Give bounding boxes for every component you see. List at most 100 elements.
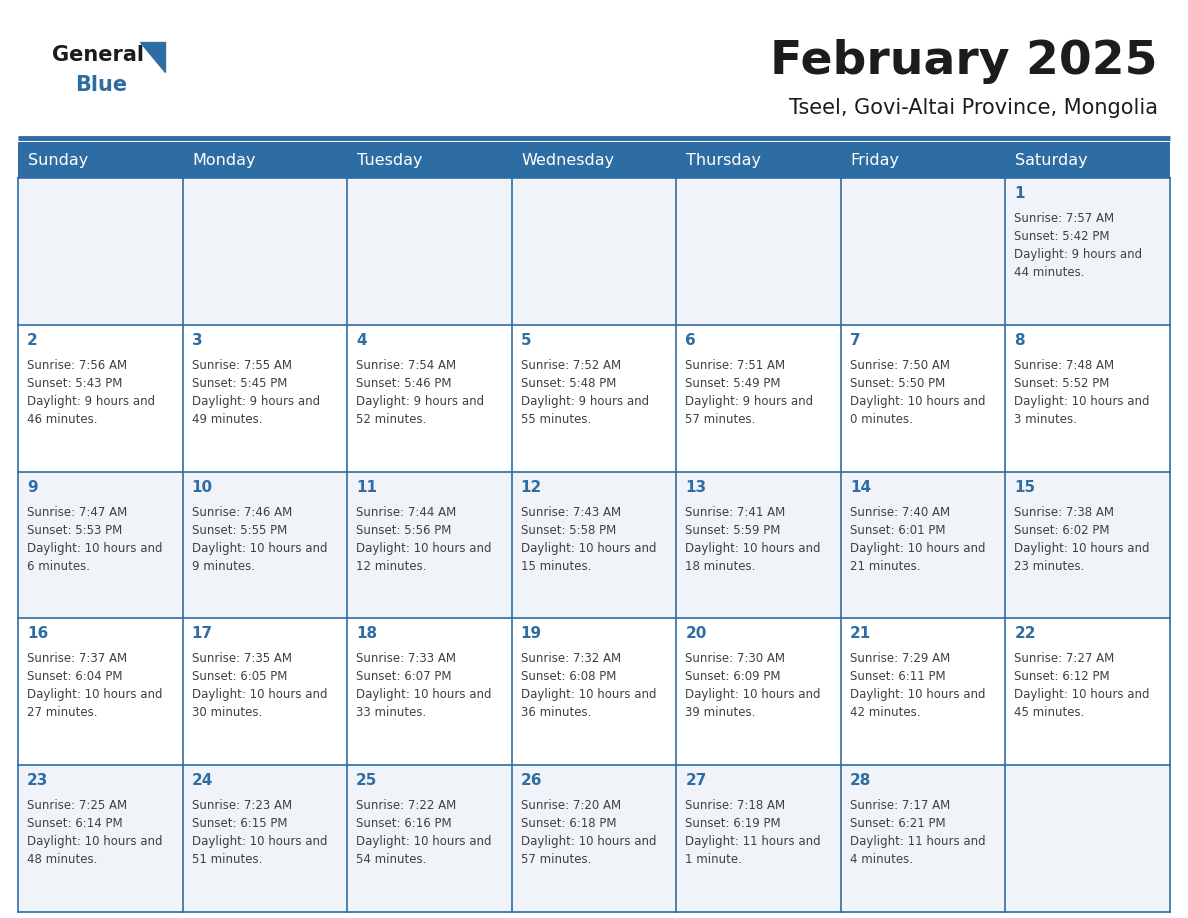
Text: 30 minutes.: 30 minutes. — [191, 706, 261, 720]
Text: Sunset: 6:02 PM: Sunset: 6:02 PM — [1015, 523, 1110, 537]
Text: Sunset: 6:11 PM: Sunset: 6:11 PM — [849, 670, 946, 683]
Text: 8: 8 — [1015, 333, 1025, 348]
Text: 6 minutes.: 6 minutes. — [27, 560, 90, 573]
Text: 42 minutes.: 42 minutes. — [849, 706, 921, 720]
Text: 14: 14 — [849, 479, 871, 495]
Text: Sunset: 5:43 PM: Sunset: 5:43 PM — [27, 376, 122, 390]
Text: 4 minutes.: 4 minutes. — [849, 853, 912, 867]
Text: Daylight: 9 hours and: Daylight: 9 hours and — [1015, 248, 1143, 261]
Text: Sunset: 5:59 PM: Sunset: 5:59 PM — [685, 523, 781, 537]
Text: 1 minute.: 1 minute. — [685, 853, 742, 867]
Text: Sunset: 6:01 PM: Sunset: 6:01 PM — [849, 523, 946, 537]
Text: Saturday: Saturday — [1016, 152, 1088, 167]
Text: Sunset: 5:48 PM: Sunset: 5:48 PM — [520, 376, 617, 390]
Text: 6: 6 — [685, 333, 696, 348]
Text: 24: 24 — [191, 773, 213, 789]
Text: Daylight: 10 hours and: Daylight: 10 hours and — [27, 688, 163, 701]
Text: Sunday: Sunday — [29, 152, 88, 167]
Text: Sunset: 6:04 PM: Sunset: 6:04 PM — [27, 670, 122, 683]
Text: Daylight: 9 hours and: Daylight: 9 hours and — [356, 395, 485, 408]
Text: Tuesday: Tuesday — [358, 152, 423, 167]
Text: Sunrise: 7:23 AM: Sunrise: 7:23 AM — [191, 800, 292, 812]
Text: 27 minutes.: 27 minutes. — [27, 706, 97, 720]
Text: 15: 15 — [1015, 479, 1036, 495]
Text: 0 minutes.: 0 minutes. — [849, 413, 912, 426]
Text: 5: 5 — [520, 333, 531, 348]
Text: Sunrise: 7:32 AM: Sunrise: 7:32 AM — [520, 653, 621, 666]
Text: 4: 4 — [356, 333, 367, 348]
Text: Sunrise: 7:17 AM: Sunrise: 7:17 AM — [849, 800, 950, 812]
Text: Daylight: 11 hours and: Daylight: 11 hours and — [849, 835, 986, 848]
Text: Daylight: 9 hours and: Daylight: 9 hours and — [27, 395, 156, 408]
Text: Thursday: Thursday — [687, 152, 762, 167]
Text: Daylight: 10 hours and: Daylight: 10 hours and — [1015, 395, 1150, 408]
Text: Sunrise: 7:35 AM: Sunrise: 7:35 AM — [191, 653, 291, 666]
Text: Sunset: 5:49 PM: Sunset: 5:49 PM — [685, 376, 781, 390]
Text: Daylight: 10 hours and: Daylight: 10 hours and — [356, 688, 492, 701]
Text: 46 minutes.: 46 minutes. — [27, 413, 97, 426]
Text: Sunrise: 7:20 AM: Sunrise: 7:20 AM — [520, 800, 621, 812]
Text: 15 minutes.: 15 minutes. — [520, 560, 592, 573]
Text: Wednesday: Wednesday — [522, 152, 615, 167]
Text: Sunrise: 7:27 AM: Sunrise: 7:27 AM — [1015, 653, 1114, 666]
Text: Sunrise: 7:56 AM: Sunrise: 7:56 AM — [27, 359, 127, 372]
Text: 3: 3 — [191, 333, 202, 348]
Text: Daylight: 10 hours and: Daylight: 10 hours and — [27, 835, 163, 848]
Text: 23 minutes.: 23 minutes. — [1015, 560, 1085, 573]
Text: Sunset: 5:46 PM: Sunset: 5:46 PM — [356, 376, 451, 390]
Text: February 2025: February 2025 — [771, 39, 1158, 84]
Text: Daylight: 10 hours and: Daylight: 10 hours and — [849, 395, 985, 408]
Text: Friday: Friday — [851, 152, 899, 167]
Text: 27: 27 — [685, 773, 707, 789]
Text: 26: 26 — [520, 773, 542, 789]
Text: Sunset: 5:56 PM: Sunset: 5:56 PM — [356, 523, 451, 537]
Text: Blue: Blue — [75, 75, 127, 95]
Text: Daylight: 9 hours and: Daylight: 9 hours and — [191, 395, 320, 408]
Text: Daylight: 10 hours and: Daylight: 10 hours and — [520, 688, 656, 701]
Text: 48 minutes.: 48 minutes. — [27, 853, 97, 867]
Text: Sunset: 6:12 PM: Sunset: 6:12 PM — [1015, 670, 1110, 683]
Text: 39 minutes.: 39 minutes. — [685, 706, 756, 720]
Text: 20: 20 — [685, 626, 707, 642]
Text: Daylight: 10 hours and: Daylight: 10 hours and — [27, 542, 163, 554]
Bar — [18, 766, 1170, 912]
Text: Daylight: 11 hours and: Daylight: 11 hours and — [685, 835, 821, 848]
Text: 52 minutes.: 52 minutes. — [356, 413, 426, 426]
Polygon shape — [140, 42, 165, 72]
Text: Monday: Monday — [192, 152, 257, 167]
Text: Sunset: 6:07 PM: Sunset: 6:07 PM — [356, 670, 451, 683]
Text: Sunrise: 7:38 AM: Sunrise: 7:38 AM — [1015, 506, 1114, 519]
Text: 1: 1 — [1015, 186, 1025, 201]
Text: Sunrise: 7:48 AM: Sunrise: 7:48 AM — [1015, 359, 1114, 372]
Text: Daylight: 10 hours and: Daylight: 10 hours and — [191, 835, 327, 848]
Text: 13: 13 — [685, 479, 707, 495]
Bar — [18, 325, 1170, 472]
Text: Sunset: 6:16 PM: Sunset: 6:16 PM — [356, 817, 451, 830]
Text: Sunset: 5:55 PM: Sunset: 5:55 PM — [191, 523, 286, 537]
Text: Sunrise: 7:30 AM: Sunrise: 7:30 AM — [685, 653, 785, 666]
Text: Sunrise: 7:55 AM: Sunrise: 7:55 AM — [191, 359, 291, 372]
Text: 11: 11 — [356, 479, 377, 495]
Text: Sunrise: 7:54 AM: Sunrise: 7:54 AM — [356, 359, 456, 372]
Text: Sunset: 6:18 PM: Sunset: 6:18 PM — [520, 817, 617, 830]
Text: Daylight: 9 hours and: Daylight: 9 hours and — [520, 395, 649, 408]
Text: Sunset: 6:21 PM: Sunset: 6:21 PM — [849, 817, 946, 830]
Text: 36 minutes.: 36 minutes. — [520, 706, 592, 720]
Text: Daylight: 10 hours and: Daylight: 10 hours and — [520, 835, 656, 848]
Text: Sunrise: 7:29 AM: Sunrise: 7:29 AM — [849, 653, 950, 666]
Text: Sunset: 6:08 PM: Sunset: 6:08 PM — [520, 670, 617, 683]
Text: 44 minutes.: 44 minutes. — [1015, 266, 1085, 279]
Text: 55 minutes.: 55 minutes. — [520, 413, 590, 426]
Text: Daylight: 10 hours and: Daylight: 10 hours and — [520, 542, 656, 554]
Text: 45 minutes.: 45 minutes. — [1015, 706, 1085, 720]
Text: Sunset: 5:53 PM: Sunset: 5:53 PM — [27, 523, 122, 537]
Text: Sunrise: 7:46 AM: Sunrise: 7:46 AM — [191, 506, 292, 519]
Text: Sunset: 6:09 PM: Sunset: 6:09 PM — [685, 670, 781, 683]
Text: Sunrise: 7:37 AM: Sunrise: 7:37 AM — [27, 653, 127, 666]
Text: 7: 7 — [849, 333, 860, 348]
Text: Daylight: 9 hours and: Daylight: 9 hours and — [685, 395, 814, 408]
Bar — [18, 178, 1170, 325]
Text: 54 minutes.: 54 minutes. — [356, 853, 426, 867]
Text: 16: 16 — [27, 626, 49, 642]
Text: 57 minutes.: 57 minutes. — [685, 413, 756, 426]
